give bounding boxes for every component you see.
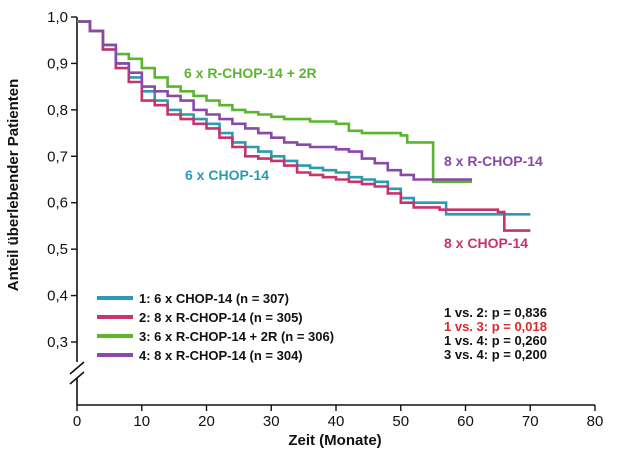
- axes: 0 10 20 30 40 50 60 70 80 0,3 0,4 0,5 0,6 0,7 0,8 0,9 1,…: [47, 9, 603, 430]
- x-tick-label: 10: [133, 413, 150, 430]
- y-tick-label: 0,9: [47, 55, 68, 72]
- p-value-1-vs-4: 1 vs. 4: p = 0,260: [444, 333, 547, 348]
- y-tick-label: 1,0: [47, 9, 68, 26]
- p-value-3-vs-4: 3 vs. 4: p = 0,200: [444, 347, 547, 362]
- x-tick-label: 50: [392, 413, 409, 430]
- y-axis-title: Anteil überlebender Patienten: [5, 79, 22, 292]
- p-value-1-vs-3: 1 vs. 3: p = 0,018: [444, 319, 547, 334]
- survival-curves: [77, 20, 531, 232]
- p-value-1-vs-2: 1 vs. 2: p = 0,836: [444, 305, 547, 320]
- label-r-chop-14-2r: 6 x R-CHOP-14 + 2R: [184, 65, 317, 81]
- label-8x-r-chop-14: 8 x R-CHOP-14: [444, 153, 543, 169]
- legend-label-2: 2: 8 x R-CHOP-14 (n = 305): [139, 310, 303, 325]
- survival-curve-3: [77, 20, 472, 184]
- x-tick-label: 40: [328, 413, 345, 430]
- x-tick-label: 70: [522, 413, 539, 430]
- y-tick-label: 0,5: [47, 241, 68, 258]
- legend-label-1: 1: 6 x CHOP-14 (n = 307): [139, 291, 289, 306]
- x-tick-label: 60: [457, 413, 474, 430]
- y-tick-label: 0,8: [47, 102, 68, 119]
- x-tick-label: 30: [263, 413, 280, 430]
- legend-label-3: 3: 6 x R-CHOP-14 + 2R (n = 306): [139, 329, 334, 344]
- legend: 1: 6 x CHOP-14 (n = 307) 2: 8 x R-CHOP-1…: [97, 291, 334, 363]
- y-tick-label: 0,3: [47, 334, 68, 351]
- x-axis-title: Zeit (Monate): [288, 432, 381, 449]
- y-tick-label: 0,4: [47, 288, 68, 305]
- x-tick-label: 20: [198, 413, 215, 430]
- label-6x-chop-14: 6 x CHOP-14: [185, 167, 269, 183]
- y-tick-label: 0,6: [47, 195, 68, 212]
- x-tick-label: 0: [73, 413, 81, 430]
- survival-curve-2: [77, 20, 531, 232]
- x-tick-label: 80: [587, 413, 604, 430]
- label-8x-chop-14: 8 x CHOP-14: [444, 235, 528, 251]
- survival-curve-4: [77, 20, 472, 181]
- legend-label-4: 4: 8 x R-CHOP-14 (n = 304): [139, 348, 303, 363]
- y-tick-label: 0,7: [47, 148, 68, 165]
- p-value-box: 1 vs. 2: p = 0,836 1 vs. 3: p = 0,018 1 …: [444, 305, 547, 362]
- y-axis-break-mark: [69, 361, 85, 375]
